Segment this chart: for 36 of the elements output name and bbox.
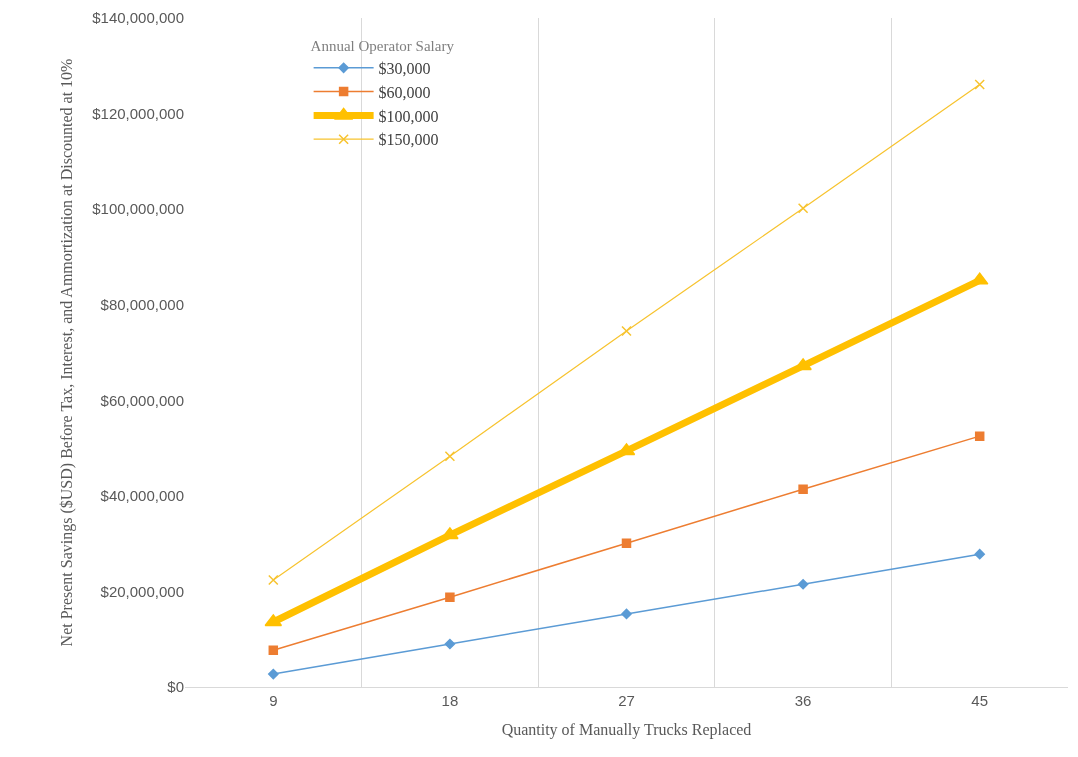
y-tick-label: $60,000,000 bbox=[100, 391, 184, 409]
legend-label: $150,000 bbox=[378, 131, 439, 149]
point bbox=[268, 668, 279, 680]
y-tick-label: $140,000,000 bbox=[92, 9, 184, 27]
point bbox=[621, 325, 632, 337]
legend-title: Annual Operator Salary bbox=[310, 37, 455, 54]
x-tick-label: 27 bbox=[618, 692, 635, 709]
y-tick-label: $40,000,000 bbox=[100, 487, 184, 505]
point bbox=[974, 79, 985, 90]
point bbox=[444, 450, 456, 462]
x-tick-label: 9 bbox=[269, 692, 278, 709]
y-tick-label: $80,000,000 bbox=[100, 295, 184, 313]
y-axis-title: Net Present Savings ($USD) Before Tax, Interest, and Ammortization at Discounted at 10% bbox=[58, 58, 77, 647]
point bbox=[441, 527, 459, 540]
point bbox=[268, 574, 279, 586]
point bbox=[444, 638, 456, 650]
legend-label: $100,000 bbox=[378, 107, 439, 125]
x-axis-title: Quantity of Manually Trucks Replaced bbox=[501, 720, 752, 739]
point bbox=[798, 484, 808, 494]
x-tick-label: 36 bbox=[794, 692, 812, 709]
point bbox=[268, 645, 279, 655]
point bbox=[621, 538, 632, 548]
point bbox=[621, 608, 632, 620]
y-tick-label: $120,000,000 bbox=[92, 104, 184, 122]
point bbox=[445, 592, 455, 602]
y-tick-label: $20,000,000 bbox=[100, 582, 184, 600]
point bbox=[974, 431, 985, 441]
x-tick-label: 45 bbox=[971, 692, 989, 709]
legend-label: $30,000 bbox=[378, 60, 431, 78]
y-tick-label: $100,000,000 bbox=[92, 200, 184, 218]
point bbox=[797, 202, 809, 214]
x-tick-label: 18 bbox=[441, 692, 459, 709]
y-tick-label: $0 bbox=[167, 678, 184, 696]
point bbox=[797, 578, 809, 590]
point bbox=[974, 548, 985, 560]
legend-label: $60,000 bbox=[378, 83, 431, 101]
